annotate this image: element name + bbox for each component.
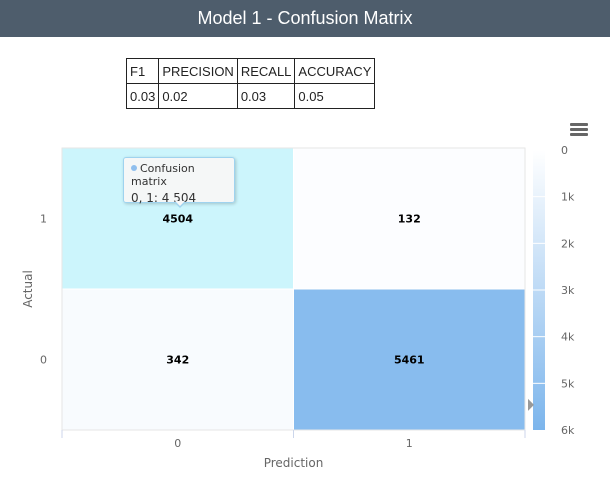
metrics-header-precision: PRECISION bbox=[158, 58, 238, 84]
cell-data-label: 5461 bbox=[394, 354, 425, 367]
metrics-value-accuracy: 0.05 bbox=[294, 83, 376, 109]
metrics-header-accuracy: ACCURACY bbox=[294, 58, 376, 84]
cell-data-label: 4504 bbox=[162, 213, 193, 226]
hamburger-menu-icon[interactable] bbox=[570, 123, 588, 139]
color-axis-tick-label: 2k bbox=[561, 237, 575, 250]
tooltip-arrow-icon bbox=[174, 201, 186, 208]
color-axis-tick-label: 5k bbox=[561, 377, 575, 390]
color-axis-tick-label: 1k bbox=[561, 191, 575, 204]
menu-bar bbox=[570, 133, 588, 136]
metrics-value-row: 0.03 0.02 0.03 0.05 bbox=[125, 83, 376, 109]
series-dot-icon bbox=[131, 165, 137, 171]
y-axis-title: Actual bbox=[21, 270, 35, 308]
metrics-value-recall: 0.03 bbox=[236, 83, 296, 109]
metrics-header-row: F1 PRECISION RECALL ACCURACY bbox=[125, 58, 376, 84]
color-axis-marker-icon bbox=[528, 398, 534, 411]
data-tooltip: Confusion matrix 0, 1: 4 504 bbox=[123, 157, 235, 205]
x-tick-label: 1 bbox=[406, 437, 413, 450]
x-axis-title: Prediction bbox=[264, 456, 324, 470]
cell-data-label: 342 bbox=[166, 354, 189, 367]
heatmap-cell[interactable] bbox=[293, 288, 526, 431]
color-axis-tick-label: 4k bbox=[561, 331, 575, 344]
color-axis-ticks: 0 1k 2k 3k 4k 5k 6k bbox=[533, 144, 575, 437]
heatmap-cell[interactable] bbox=[293, 147, 526, 290]
metrics-value-f1: 0.03 bbox=[125, 83, 160, 109]
menu-bar bbox=[570, 123, 588, 126]
chart-title: Model 1 - Confusion Matrix bbox=[197, 8, 413, 28]
x-tick-label: 0 bbox=[174, 437, 181, 450]
metrics-value-precision: 0.02 bbox=[158, 83, 238, 109]
axis-ticks: 0 1 0 1 bbox=[40, 213, 526, 450]
metrics-table: F1 PRECISION RECALL ACCURACY 0.03 0.02 0… bbox=[125, 58, 376, 109]
heatmap-cells: 4504 132 342 5461 bbox=[61, 147, 526, 431]
y-tick-label: 0 bbox=[40, 354, 47, 367]
cell-data-label: 132 bbox=[398, 213, 421, 226]
chart-header: Model 1 - Confusion Matrix bbox=[0, 0, 610, 37]
heatmap-cell[interactable] bbox=[61, 288, 294, 431]
tooltip-series-name: Confusion matrix bbox=[131, 162, 195, 188]
menu-bar bbox=[570, 128, 588, 131]
color-axis-tick-label: 6k bbox=[561, 424, 575, 437]
color-axis-tick-label: 0 bbox=[561, 144, 568, 157]
color-axis-tick-label: 3k bbox=[561, 284, 575, 297]
y-tick-label: 1 bbox=[40, 213, 47, 226]
